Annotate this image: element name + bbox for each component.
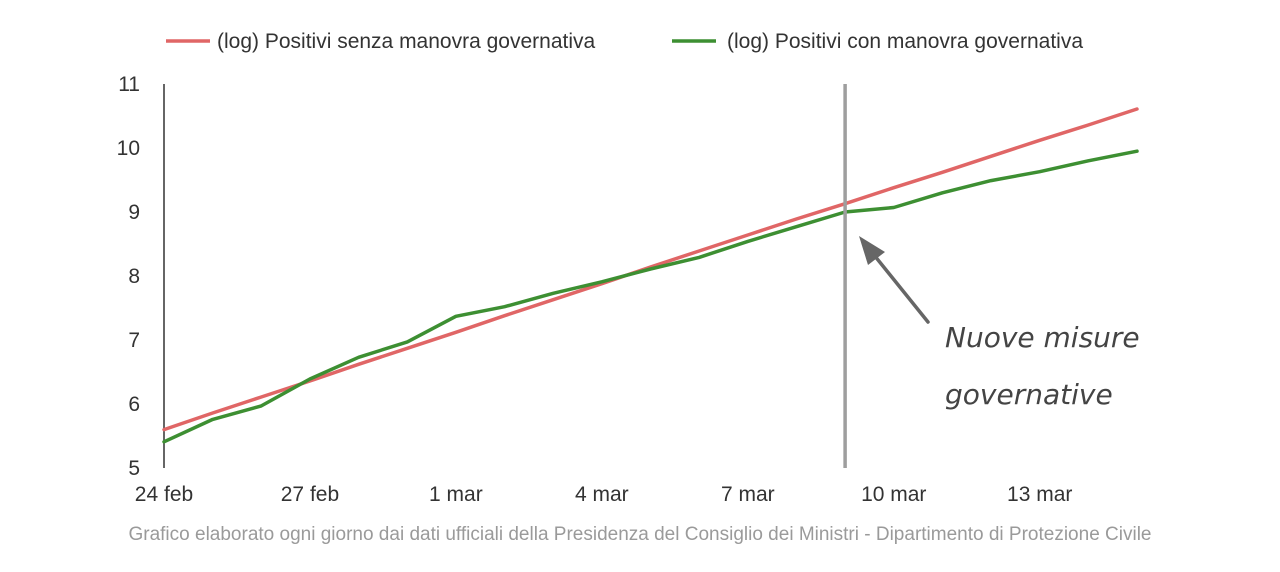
x-tick-label: 24 feb (135, 483, 193, 506)
x-tick-label: 27 feb (281, 483, 339, 506)
y-axis: 5 6 7 8 9 10 11 (117, 73, 165, 480)
series-line-1 (162, 107, 1139, 432)
series-line-2 (162, 149, 1139, 444)
annotation-line1: Nuove misure (945, 321, 1140, 354)
x-tick-label: 1 mar (429, 483, 483, 506)
y-tick-label: 11 (118, 73, 140, 96)
annotation-arrow-head (859, 236, 885, 265)
y-tick-label: 10 (117, 137, 140, 160)
chart-footer: Grafico elaborato ogni giorno dai dati u… (128, 524, 1152, 545)
y-tick-label: 7 (128, 329, 140, 352)
x-tick-label: 4 mar (575, 483, 629, 506)
line-chart: (log) Positivi senza manovra governativa… (117, 30, 1140, 506)
x-tick-label: 10 mar (861, 483, 926, 506)
x-tick-label: 7 mar (721, 483, 775, 506)
y-tick-label: 9 (128, 201, 140, 224)
legend-label-1: (log) Positivi senza manovra governativa (217, 30, 595, 53)
legend-label-2: (log) Positivi con manovra governativa (727, 30, 1083, 53)
annotation: Nuove misure governative (859, 236, 1140, 411)
annotation-line2: governative (945, 378, 1113, 411)
x-axis: 24 feb 27 feb 1 mar 4 mar 7 mar 10 mar 13 mar (135, 483, 1073, 506)
y-tick-label: 8 (128, 265, 140, 288)
series-layer (162, 107, 1139, 444)
y-tick-label: 5 (128, 457, 140, 480)
legend: (log) Positivi senza manovra governativa… (166, 30, 1083, 53)
y-tick-label: 6 (128, 393, 140, 416)
x-tick-label: 13 mar (1007, 483, 1072, 506)
annotation-arrow-shaft (868, 248, 930, 324)
